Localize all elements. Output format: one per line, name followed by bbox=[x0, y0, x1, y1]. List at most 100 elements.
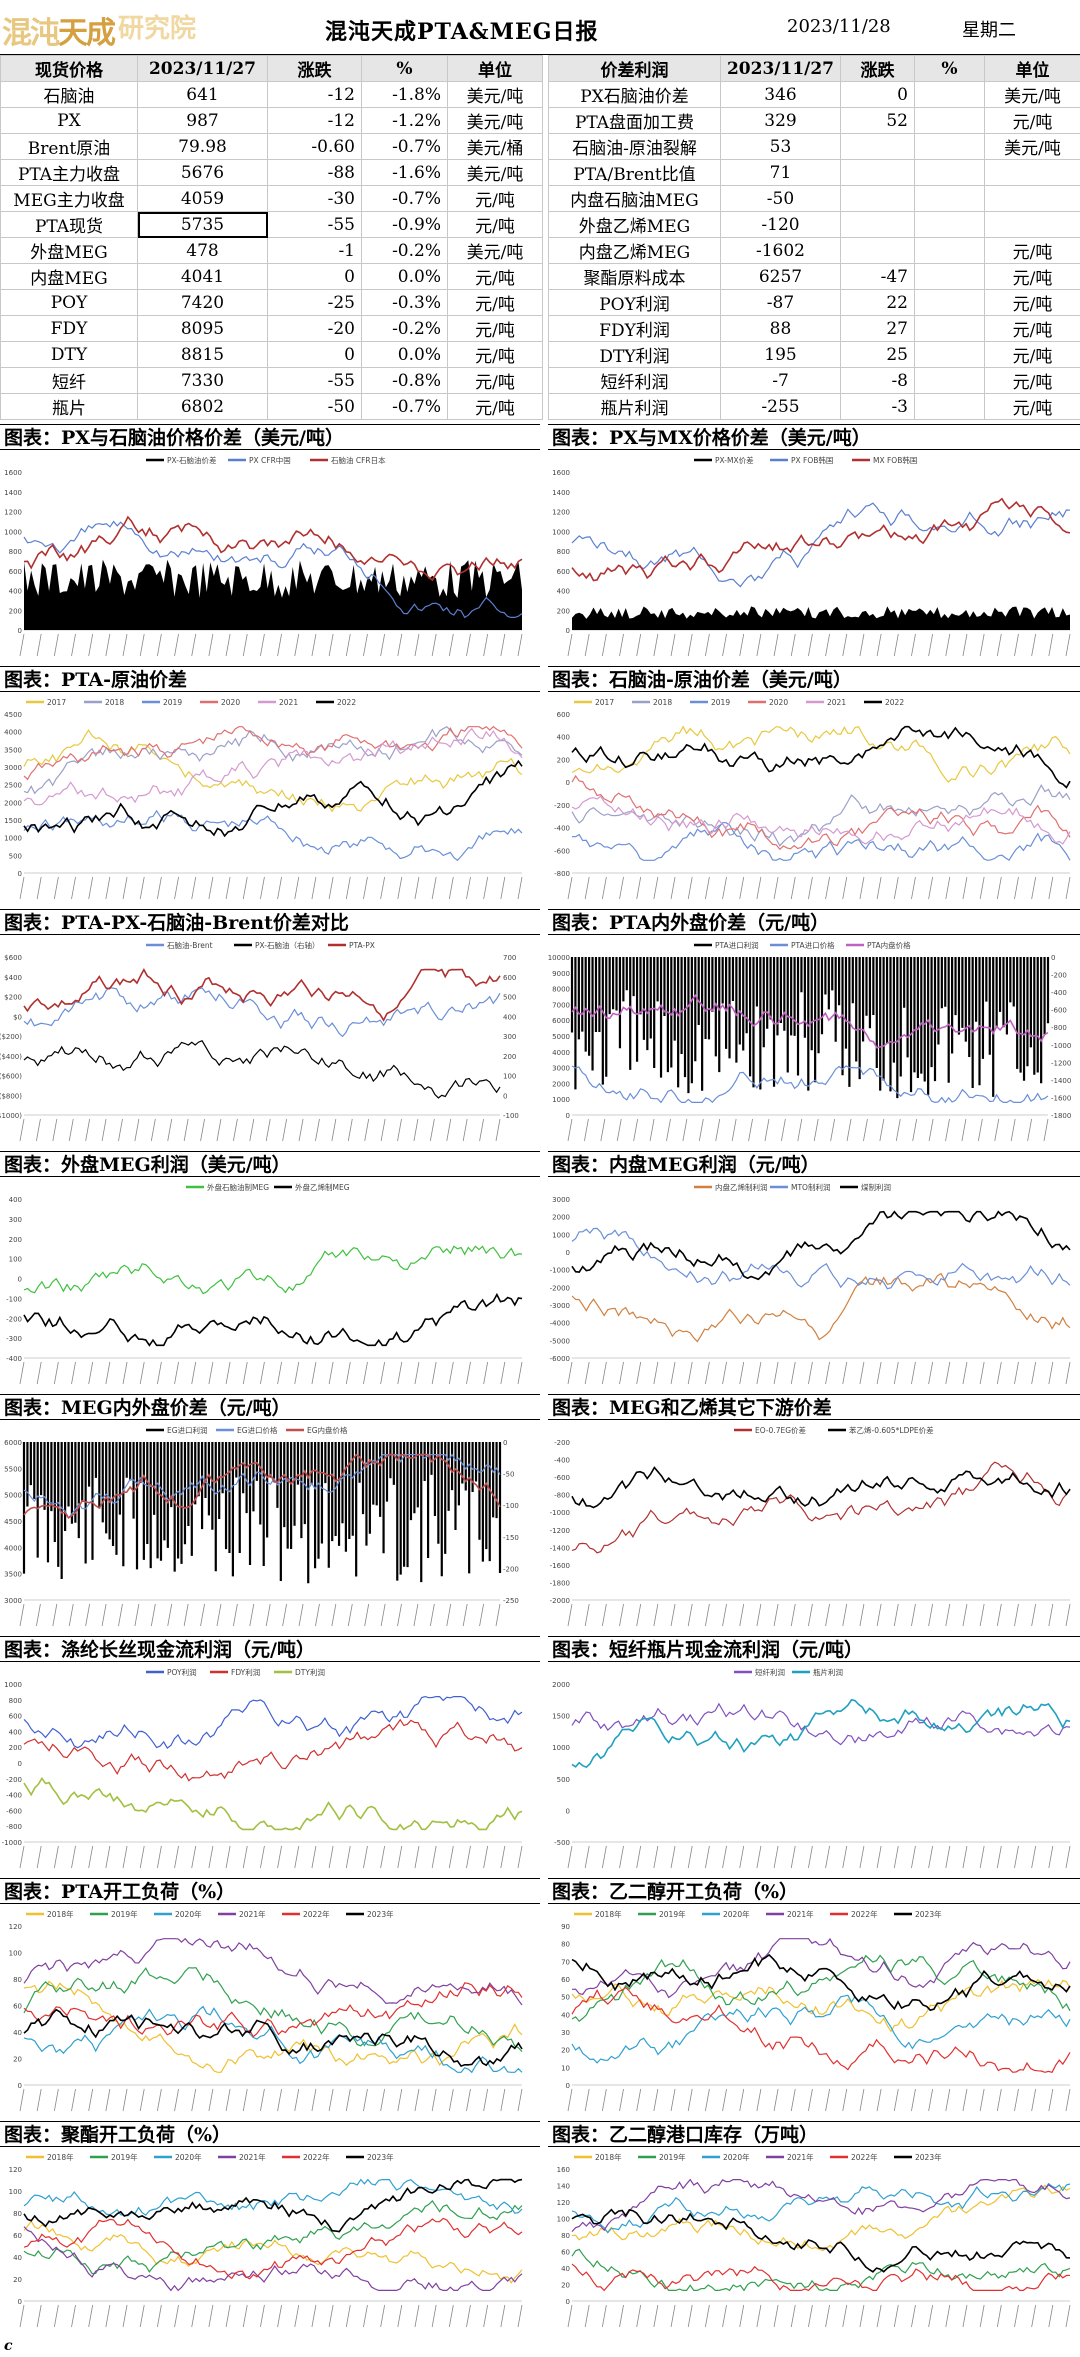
y-tick-label: 200 bbox=[557, 607, 570, 615]
x-tick-mark bbox=[242, 2088, 248, 2112]
x-tick-mark bbox=[483, 1361, 489, 1385]
x-tick-mark bbox=[363, 1845, 368, 1869]
x-tick-mark bbox=[979, 1845, 985, 1869]
x-tick-mark bbox=[567, 2304, 573, 2328]
y-tick-label: 3500 bbox=[4, 1571, 22, 1579]
x-tick-mark bbox=[517, 1845, 523, 1869]
legend-label: 2022 bbox=[885, 698, 904, 707]
x-tick-mark bbox=[687, 633, 693, 657]
x-tick-mark bbox=[636, 1361, 642, 1385]
x-tick-mark bbox=[739, 2088, 745, 2112]
chart-panel: 图表：乙二醇港口库存（万吨） 2018年 2019年 2020年 2021年 2022年 2… bbox=[548, 2121, 1080, 2335]
x-tick-mark bbox=[859, 2304, 865, 2328]
left-header-row: 现货价格 2023/11/27 涨跌% 单位 bbox=[0, 55, 543, 82]
x-tick-mark bbox=[962, 2304, 968, 2328]
y-tick-label: -1600 bbox=[550, 1562, 570, 1570]
legend-label: PX-石脑油价差 bbox=[167, 455, 217, 465]
left-header-cell: % bbox=[361, 55, 448, 82]
x-tick-mark bbox=[311, 876, 317, 900]
line-series bbox=[23, 2178, 523, 2233]
x-tick-mark bbox=[105, 633, 111, 657]
legend-label: 2020年 bbox=[723, 2152, 750, 2162]
x-tick-mark bbox=[996, 1361, 1002, 1385]
table-cell: 22 bbox=[840, 289, 915, 316]
x-tick-mark bbox=[363, 2088, 368, 2112]
line-series bbox=[23, 2217, 523, 2280]
x-tick-mark bbox=[431, 633, 437, 657]
x-tick-mark bbox=[653, 876, 659, 900]
legend-item: 2022年 bbox=[282, 2152, 330, 2162]
x-tick-mark bbox=[331, 1118, 337, 1142]
legend-label: 2023年 bbox=[915, 2152, 942, 2162]
table-cell bbox=[914, 81, 985, 108]
legend-label: 2023年 bbox=[367, 2152, 394, 2162]
x-tick-mark bbox=[466, 2088, 471, 2112]
line-series bbox=[571, 1978, 1071, 2033]
y-tick-label: 0 bbox=[566, 779, 570, 787]
x-tick-mark bbox=[1048, 1603, 1054, 1627]
legend-label: 外盘石脑油制MEG bbox=[207, 1182, 269, 1192]
chart-panel: 图表：外盘MEG利润（美元/吨） 外盘石脑油制MEG 外盘乙烯制MEG 400 300 2… bbox=[0, 1151, 540, 1392]
table-row: PTA主力收盘 5676 -88 -1.6% 美元/吨 bbox=[0, 159, 543, 186]
table-cell: -88 bbox=[267, 159, 362, 186]
y-tick-label-right: 400 bbox=[503, 1013, 516, 1021]
x-tick-mark bbox=[653, 1603, 659, 1627]
x-tick-mark bbox=[756, 2304, 762, 2328]
x-tick-mark bbox=[1014, 633, 1019, 657]
x-tick-mark bbox=[1065, 2304, 1071, 2328]
chart-svg: PX-MX价差 PX FOB韩国 MX FOB韩国 1600 1400 1200 1000 8… bbox=[552, 455, 1071, 657]
chart-caption: 图表：MEG和乙烯其它下游价差 bbox=[548, 1394, 1080, 1420]
x-tick-mark bbox=[495, 1603, 501, 1627]
table-cell: 内盘石脑油MEG bbox=[548, 185, 721, 212]
x-tick-mark bbox=[208, 633, 214, 657]
x-tick-mark bbox=[36, 1118, 41, 1142]
legend-item: FDY利润 bbox=[210, 1667, 260, 1677]
table-cell: 元/吨 bbox=[447, 185, 543, 212]
y-tick-label-right: 0 bbox=[1051, 954, 1055, 962]
chart-caption: 图表：PTA开工负荷（%） bbox=[0, 1878, 540, 1904]
chart-caption: 图表：短纤瓶片现金流利润（元/吨） bbox=[548, 1636, 1080, 1662]
line-series bbox=[571, 1461, 1071, 1554]
x-tick-mark bbox=[517, 2088, 523, 2112]
y-tick-label: 60 bbox=[13, 2232, 22, 2240]
legend-label: 2020年 bbox=[175, 1909, 202, 1919]
x-tick-mark bbox=[619, 1603, 624, 1627]
x-tick-mark bbox=[928, 2304, 934, 2328]
x-tick-mark bbox=[790, 2304, 796, 2328]
x-tick-mark bbox=[105, 1361, 111, 1385]
line-series bbox=[571, 1954, 1071, 2023]
right-header-cell: 2023/11/27 bbox=[720, 55, 841, 82]
table-row: POY利润 -87 22 元/吨 bbox=[548, 289, 1080, 316]
table-cell: MEG主力收盘 bbox=[0, 185, 138, 212]
y-tick-label: $600 bbox=[4, 954, 22, 962]
x-tick-mark bbox=[139, 1361, 145, 1385]
line-series bbox=[23, 727, 523, 806]
x-tick-mark bbox=[945, 876, 951, 900]
x-tick-mark bbox=[773, 1603, 779, 1627]
table-cell: 元/吨 bbox=[984, 367, 1080, 394]
x-tick-mark bbox=[780, 1118, 786, 1142]
x-tick-mark bbox=[687, 1361, 693, 1385]
x-tick-mark bbox=[1065, 1603, 1071, 1627]
x-tick-mark bbox=[808, 1603, 813, 1627]
x-tick-mark bbox=[413, 1118, 419, 1142]
table-row: POY 7420 -25 -0.3% 元/吨 bbox=[0, 289, 543, 316]
x-tick-mark bbox=[808, 876, 813, 900]
y-tick-label: 40 bbox=[13, 2029, 22, 2037]
x-tick-mark bbox=[567, 876, 573, 900]
x-tick-mark bbox=[139, 876, 145, 900]
x-tick-mark bbox=[830, 1118, 836, 1142]
x-tick-mark bbox=[731, 1118, 737, 1142]
x-tick-mark bbox=[105, 2304, 111, 2328]
line-series bbox=[571, 1065, 1049, 1104]
x-tick-mark bbox=[1031, 1361, 1037, 1385]
table-cell bbox=[914, 341, 985, 368]
x-tick-mark bbox=[380, 2088, 386, 2112]
x-tick-mark bbox=[134, 1603, 140, 1627]
x-tick-mark bbox=[345, 633, 351, 657]
x-tick-mark bbox=[846, 1118, 852, 1142]
legend-item: 2022年 bbox=[830, 2152, 878, 2162]
line-series bbox=[571, 1986, 1071, 2073]
legend-label: 2022年 bbox=[303, 1909, 330, 1919]
x-tick-mark bbox=[687, 1603, 693, 1627]
